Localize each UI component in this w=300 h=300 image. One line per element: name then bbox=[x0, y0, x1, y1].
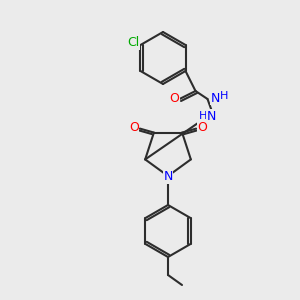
Text: Cl: Cl bbox=[128, 37, 140, 50]
Text: O: O bbox=[197, 121, 207, 134]
Text: H: H bbox=[199, 111, 208, 121]
Text: N: N bbox=[163, 170, 173, 184]
Text: N: N bbox=[207, 110, 216, 122]
Text: H: H bbox=[220, 91, 229, 101]
Text: O: O bbox=[129, 121, 139, 134]
Text: O: O bbox=[169, 92, 179, 106]
Text: N: N bbox=[211, 92, 220, 104]
